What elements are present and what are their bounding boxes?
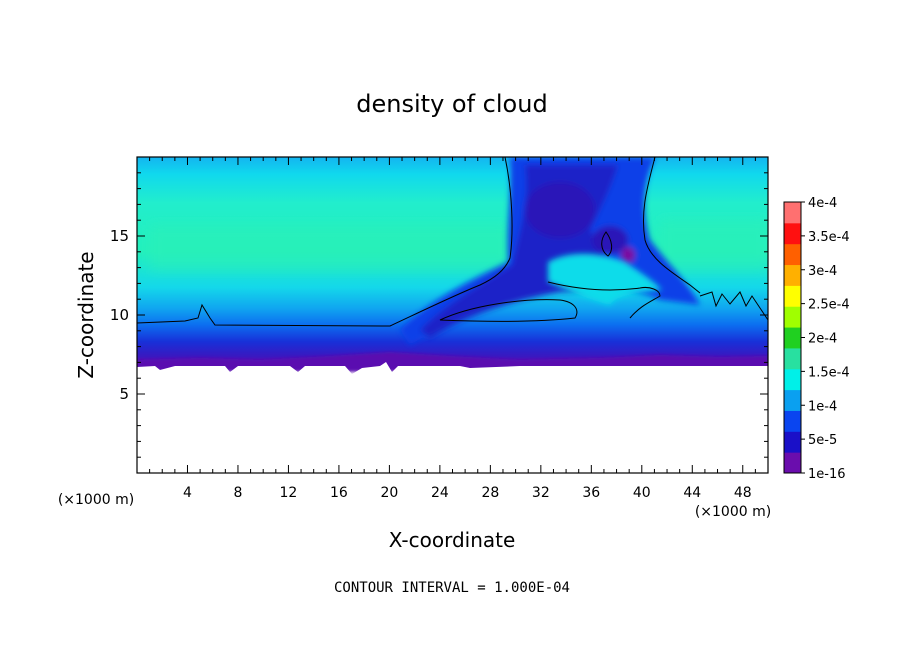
x-tick-label: 28 bbox=[481, 485, 499, 501]
heatmap-area bbox=[137, 157, 768, 473]
colorbar-label: 3.5e-4 bbox=[808, 230, 850, 245]
contour-interval-note: CONTOUR INTERVAL = 1.000E-04 bbox=[334, 580, 570, 596]
colorbar-label: 1e-16 bbox=[808, 467, 846, 482]
colorbar-label: 3e-4 bbox=[808, 264, 837, 279]
x-tick-label: 32 bbox=[532, 485, 550, 501]
x-tick-label: 48 bbox=[734, 485, 752, 501]
colorbar-segment bbox=[784, 202, 801, 224]
x-tick-label: 16 bbox=[330, 485, 348, 501]
colorbar-label: 2e-4 bbox=[808, 332, 837, 347]
x-unit-left: (×1000 m) bbox=[58, 492, 134, 508]
colorbar-segment bbox=[784, 285, 801, 307]
x-tick-label: 20 bbox=[380, 485, 398, 501]
x-axis-ticks: 4 8 12 16 20 24 28 32 36 40 44 48 bbox=[149, 157, 756, 501]
colorbar-segment bbox=[784, 306, 801, 328]
colorbar-segment bbox=[784, 410, 801, 432]
colorbar-segment bbox=[784, 264, 801, 286]
contour-lines bbox=[137, 157, 768, 327]
x-tick-label: 36 bbox=[582, 485, 600, 501]
convective-column bbox=[400, 157, 700, 345]
x-tick-label: 24 bbox=[431, 485, 449, 501]
chart-title: density of cloud bbox=[356, 90, 547, 118]
y-axis-label: Z-coordinate bbox=[74, 251, 98, 378]
x-unit-right: (×1000 m) bbox=[695, 504, 771, 520]
cyan-pocket bbox=[548, 253, 662, 305]
y-tick-label: 15 bbox=[110, 227, 129, 245]
colorbar-label: 2.5e-4 bbox=[808, 298, 850, 313]
y-tick-label: 5 bbox=[119, 385, 129, 403]
x-tick-label: 4 bbox=[183, 485, 192, 501]
colorbar-label: 1e-4 bbox=[808, 399, 837, 414]
x-tick-label: 8 bbox=[233, 485, 242, 501]
colorbar-segment bbox=[784, 222, 801, 245]
x-axis-label: X-coordinate bbox=[389, 528, 516, 552]
colorbar-label: 1.5e-4 bbox=[808, 365, 850, 380]
x-tick-label: 44 bbox=[683, 485, 701, 501]
colorbar-segment bbox=[784, 389, 801, 411]
colorbar-label: 5e-5 bbox=[808, 433, 837, 448]
y-tick-label: 10 bbox=[110, 306, 129, 324]
colorbar-segment bbox=[784, 243, 801, 266]
colorbar: 1e-16 5e-5 1e-4 1.5e-4 2e-4 2.5e-4 3e-4 3.5e-4 4… bbox=[783, 196, 850, 482]
colorbar-label: 4e-4 bbox=[808, 196, 837, 211]
colorbar-segment bbox=[784, 431, 801, 453]
x-tick-label: 40 bbox=[633, 485, 651, 501]
colorbar-segment bbox=[784, 452, 801, 474]
x-tick-label: 12 bbox=[280, 485, 298, 501]
colorbar-segment bbox=[784, 327, 801, 349]
colorbar-segment bbox=[784, 347, 801, 370]
colorbar-segment bbox=[784, 368, 801, 391]
y-axis-ticks: 5 10 15 bbox=[110, 172, 768, 458]
